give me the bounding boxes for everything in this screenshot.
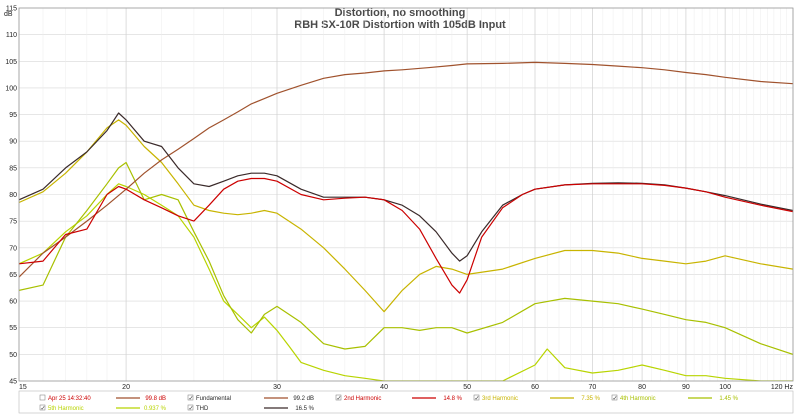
series-line-h4 [19, 161, 793, 355]
legend-box [18, 390, 794, 414]
chart-series [19, 61, 793, 381]
legend-label: THD [196, 406, 209, 412]
legend-value: 0.937 % [144, 406, 167, 412]
legend-checkbox[interactable] [473, 394, 480, 401]
x-tick-label: 15 [19, 384, 27, 391]
legend: Apr 25 14:32:40 99.8 dB ✓ Fundamental 99.2 d… [18, 390, 794, 414]
y-tick-label: 65 [9, 272, 17, 279]
y-tick-label: 60 [9, 299, 17, 306]
y-tick-label: 115 [6, 6, 17, 13]
legend-label: 4th Harmonic [620, 396, 656, 402]
legend-checkbox[interactable] [187, 404, 194, 411]
legend-checkbox[interactable] [611, 394, 618, 401]
legend-check-mark: ✓ [189, 406, 194, 412]
y-tick-label: 85 [9, 165, 17, 172]
y-tick-label: 50 [9, 352, 17, 359]
legend-label: 5th Harmonic [48, 406, 84, 412]
y-tick-label: 55 [9, 325, 17, 332]
x-tick-label: 90 [682, 384, 690, 391]
x-tick-label: 40 [380, 384, 388, 391]
legend-label: Apr 25 14:32:40 [48, 396, 91, 402]
series-line-h2 [19, 177, 793, 294]
legend-check-mark: ✓ [337, 396, 342, 402]
legend-value: 7.35 % [581, 396, 600, 402]
legend-checkbox[interactable] [335, 394, 342, 401]
legend-label: 3rd Harmonic [482, 396, 518, 402]
legend-value: 99.8 dB [145, 396, 166, 402]
legend-check-mark: ✓ [613, 396, 618, 402]
y-tick-label: 100 [5, 85, 17, 92]
legend-check-mark: ✓ [41, 406, 46, 412]
chart-grid [18, 7, 794, 382]
x-tick-label: 80 [638, 384, 646, 391]
x-axis-ticks: 15 20 30 40 50 60 70 80 90 100 120 Hz [19, 384, 793, 391]
y-tick-label: 90 [9, 139, 17, 146]
legend-checkbox[interactable] [39, 404, 46, 411]
y-tick-label: 80 [9, 192, 17, 199]
legend-checkbox[interactable] [39, 394, 46, 401]
legend-value: 99.2 dB [293, 396, 314, 402]
y-tick-label: 95 [9, 112, 17, 119]
legend-value: 1.45 % [719, 396, 738, 402]
y-tick-label: 110 [6, 32, 17, 39]
x-tick-label: 100 [719, 384, 731, 391]
legend-check-mark: ✓ [475, 396, 480, 402]
x-tick-label: 70 [588, 384, 596, 391]
chart-subtitle: RBH SX-10R Distortion with 105dB Input [294, 19, 506, 31]
x-tick-label: 120 Hz [771, 384, 794, 391]
y-tick-label: 45 [9, 379, 17, 386]
legend-checkbox[interactable] [187, 394, 194, 401]
y-axis-ticks: 45 50 55 60 65 70 75 80 85 90 95 100 105 110 115 [5, 6, 17, 386]
x-tick-label: 50 [463, 384, 471, 391]
y-tick-label: 70 [9, 245, 17, 252]
series-line-fundamental [19, 61, 793, 278]
legend-label: 2nd Harmonic [344, 396, 381, 402]
legend-value: 16.5 % [295, 406, 314, 412]
legend-check-mark: ✓ [189, 396, 194, 402]
series-line-h5 [19, 183, 793, 381]
y-unit-label: dB [4, 11, 13, 18]
legend-value: 14.8 % [443, 396, 462, 402]
y-tick-label: 75 [9, 219, 17, 226]
x-tick-label: 30 [273, 384, 281, 391]
series-line-h3 [19, 119, 793, 313]
x-tick-label: 60 [531, 384, 539, 391]
plot-frame [18, 7, 794, 382]
chart-title: Distortion, no smoothing [335, 7, 466, 19]
legend-label: Fundamental [196, 396, 231, 402]
x-tick-label: 20 [122, 384, 130, 391]
y-tick-label: 105 [5, 59, 17, 66]
